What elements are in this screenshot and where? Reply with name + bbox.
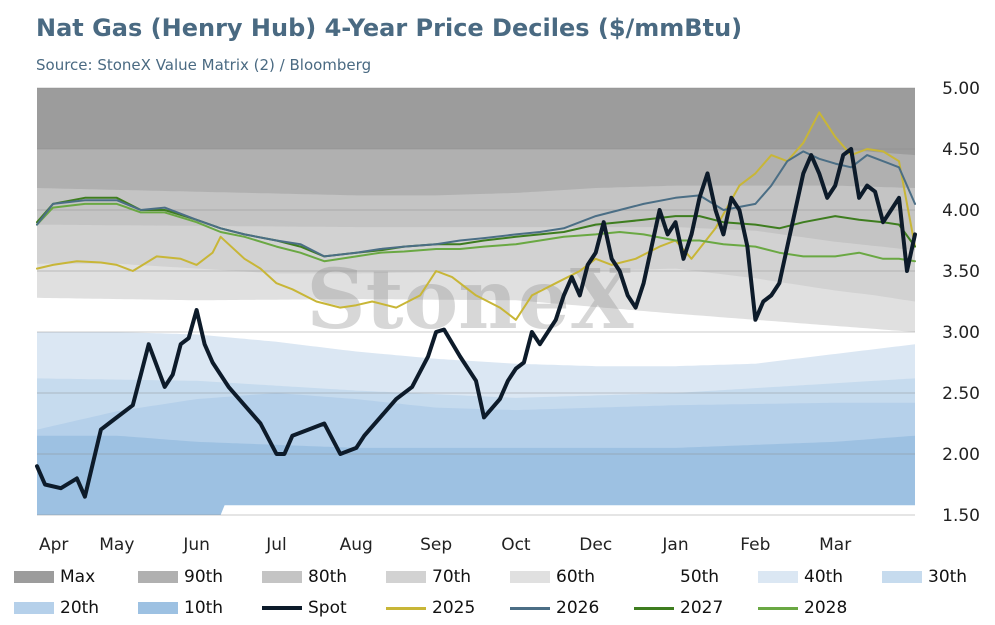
chart-title: Nat Gas (Henry Hub) 4-Year Price Deciles… bbox=[36, 14, 743, 42]
legend-swatch bbox=[634, 606, 674, 610]
y-tick-label: 3.50 bbox=[942, 262, 980, 282]
legend-item-40th: 40th bbox=[758, 566, 843, 588]
legend-item-70th: 70th bbox=[386, 566, 471, 588]
legend-label: 50th bbox=[680, 567, 720, 587]
x-tick-label: May bbox=[99, 535, 134, 555]
legend-swatch bbox=[386, 571, 426, 583]
x-tick-label: Jul bbox=[265, 535, 287, 555]
legend-item-2026: 2026 bbox=[510, 597, 599, 619]
band-min bbox=[37, 505, 915, 515]
series-line-2026 bbox=[36, 150, 916, 258]
x-tick-label: Dec bbox=[579, 535, 612, 555]
x-tick-label: Jan bbox=[661, 535, 688, 555]
x-tick-label: Jun bbox=[182, 535, 210, 555]
y-tick-label: 2.00 bbox=[942, 445, 980, 465]
legend-item-90th: 90th bbox=[138, 566, 223, 588]
x-tick-label: Sep bbox=[420, 535, 452, 555]
legend-swatch bbox=[386, 606, 426, 610]
legend-swatch bbox=[262, 606, 302, 610]
legend-item-50th: 50th bbox=[634, 566, 719, 588]
legend-label: 30th bbox=[928, 567, 968, 587]
y-tick-label: 5.00 bbox=[942, 79, 980, 99]
legend-item-10th: 10th bbox=[138, 597, 223, 619]
legend-swatch bbox=[510, 606, 550, 610]
legend-label: 2028 bbox=[804, 598, 848, 618]
watermark-text: StoneX bbox=[306, 252, 634, 348]
legend-label: Max bbox=[60, 567, 96, 587]
legend-swatch bbox=[138, 571, 178, 583]
y-tick-label: 1.50 bbox=[942, 506, 980, 526]
legend-label: 2027 bbox=[680, 598, 724, 618]
legend-item-20th: 20th bbox=[14, 597, 99, 619]
x-tick-label: Feb bbox=[740, 535, 770, 555]
series-line-spot bbox=[35, 147, 917, 499]
legend-swatch bbox=[882, 571, 922, 583]
legend-swatch bbox=[758, 606, 798, 610]
legend-label: 2026 bbox=[556, 598, 600, 618]
x-tick-label: Apr bbox=[39, 535, 68, 555]
x-tick-label: Oct bbox=[501, 535, 531, 555]
y-tick-label: 3.00 bbox=[942, 323, 980, 343]
legend-label: 80th bbox=[308, 567, 348, 587]
legend-label: 20th bbox=[60, 598, 100, 618]
x-tick-label: Mar bbox=[819, 535, 851, 555]
y-tick-label: 2.50 bbox=[942, 384, 980, 404]
y-tick-label: 4.00 bbox=[942, 201, 980, 221]
legend-swatch bbox=[510, 571, 550, 583]
legend-item-60th: 60th bbox=[510, 566, 595, 588]
legend-swatch bbox=[634, 571, 674, 583]
legend-label: Spot bbox=[308, 598, 347, 618]
legend-label: 10th bbox=[184, 598, 224, 618]
legend-item-80th: 80th bbox=[262, 566, 347, 588]
legend-swatch bbox=[758, 571, 798, 583]
legend-label: 90th bbox=[184, 567, 224, 587]
legend-item-2027: 2027 bbox=[634, 597, 723, 619]
legend-label: 2025 bbox=[432, 598, 476, 618]
legend-label: 60th bbox=[556, 567, 596, 587]
legend-item-2028: 2028 bbox=[758, 597, 847, 619]
legend-item-spot: Spot bbox=[262, 597, 347, 619]
legend-label: 70th bbox=[432, 567, 472, 587]
y-tick-label: 4.50 bbox=[942, 140, 980, 160]
legend-item-2025: 2025 bbox=[386, 597, 475, 619]
legend-swatch bbox=[14, 602, 54, 614]
legend-swatch bbox=[14, 571, 54, 583]
price-deciles-chart: StoneX 5.00 4.50 4.00 3.50 3.00 2.50 2.00 1.50 A… bbox=[35, 79, 980, 555]
legend-item-max: Max bbox=[14, 566, 95, 588]
chart-subtitle: Source: StoneX Value Matrix (2) / Bloomb… bbox=[36, 56, 372, 74]
legend-label: 40th bbox=[804, 567, 844, 587]
legend-item-30th: 30th bbox=[882, 566, 967, 588]
legend-swatch bbox=[262, 571, 302, 583]
legend-swatch bbox=[138, 602, 178, 614]
x-tick-label: Aug bbox=[340, 535, 373, 555]
band-10th bbox=[37, 435, 915, 515]
